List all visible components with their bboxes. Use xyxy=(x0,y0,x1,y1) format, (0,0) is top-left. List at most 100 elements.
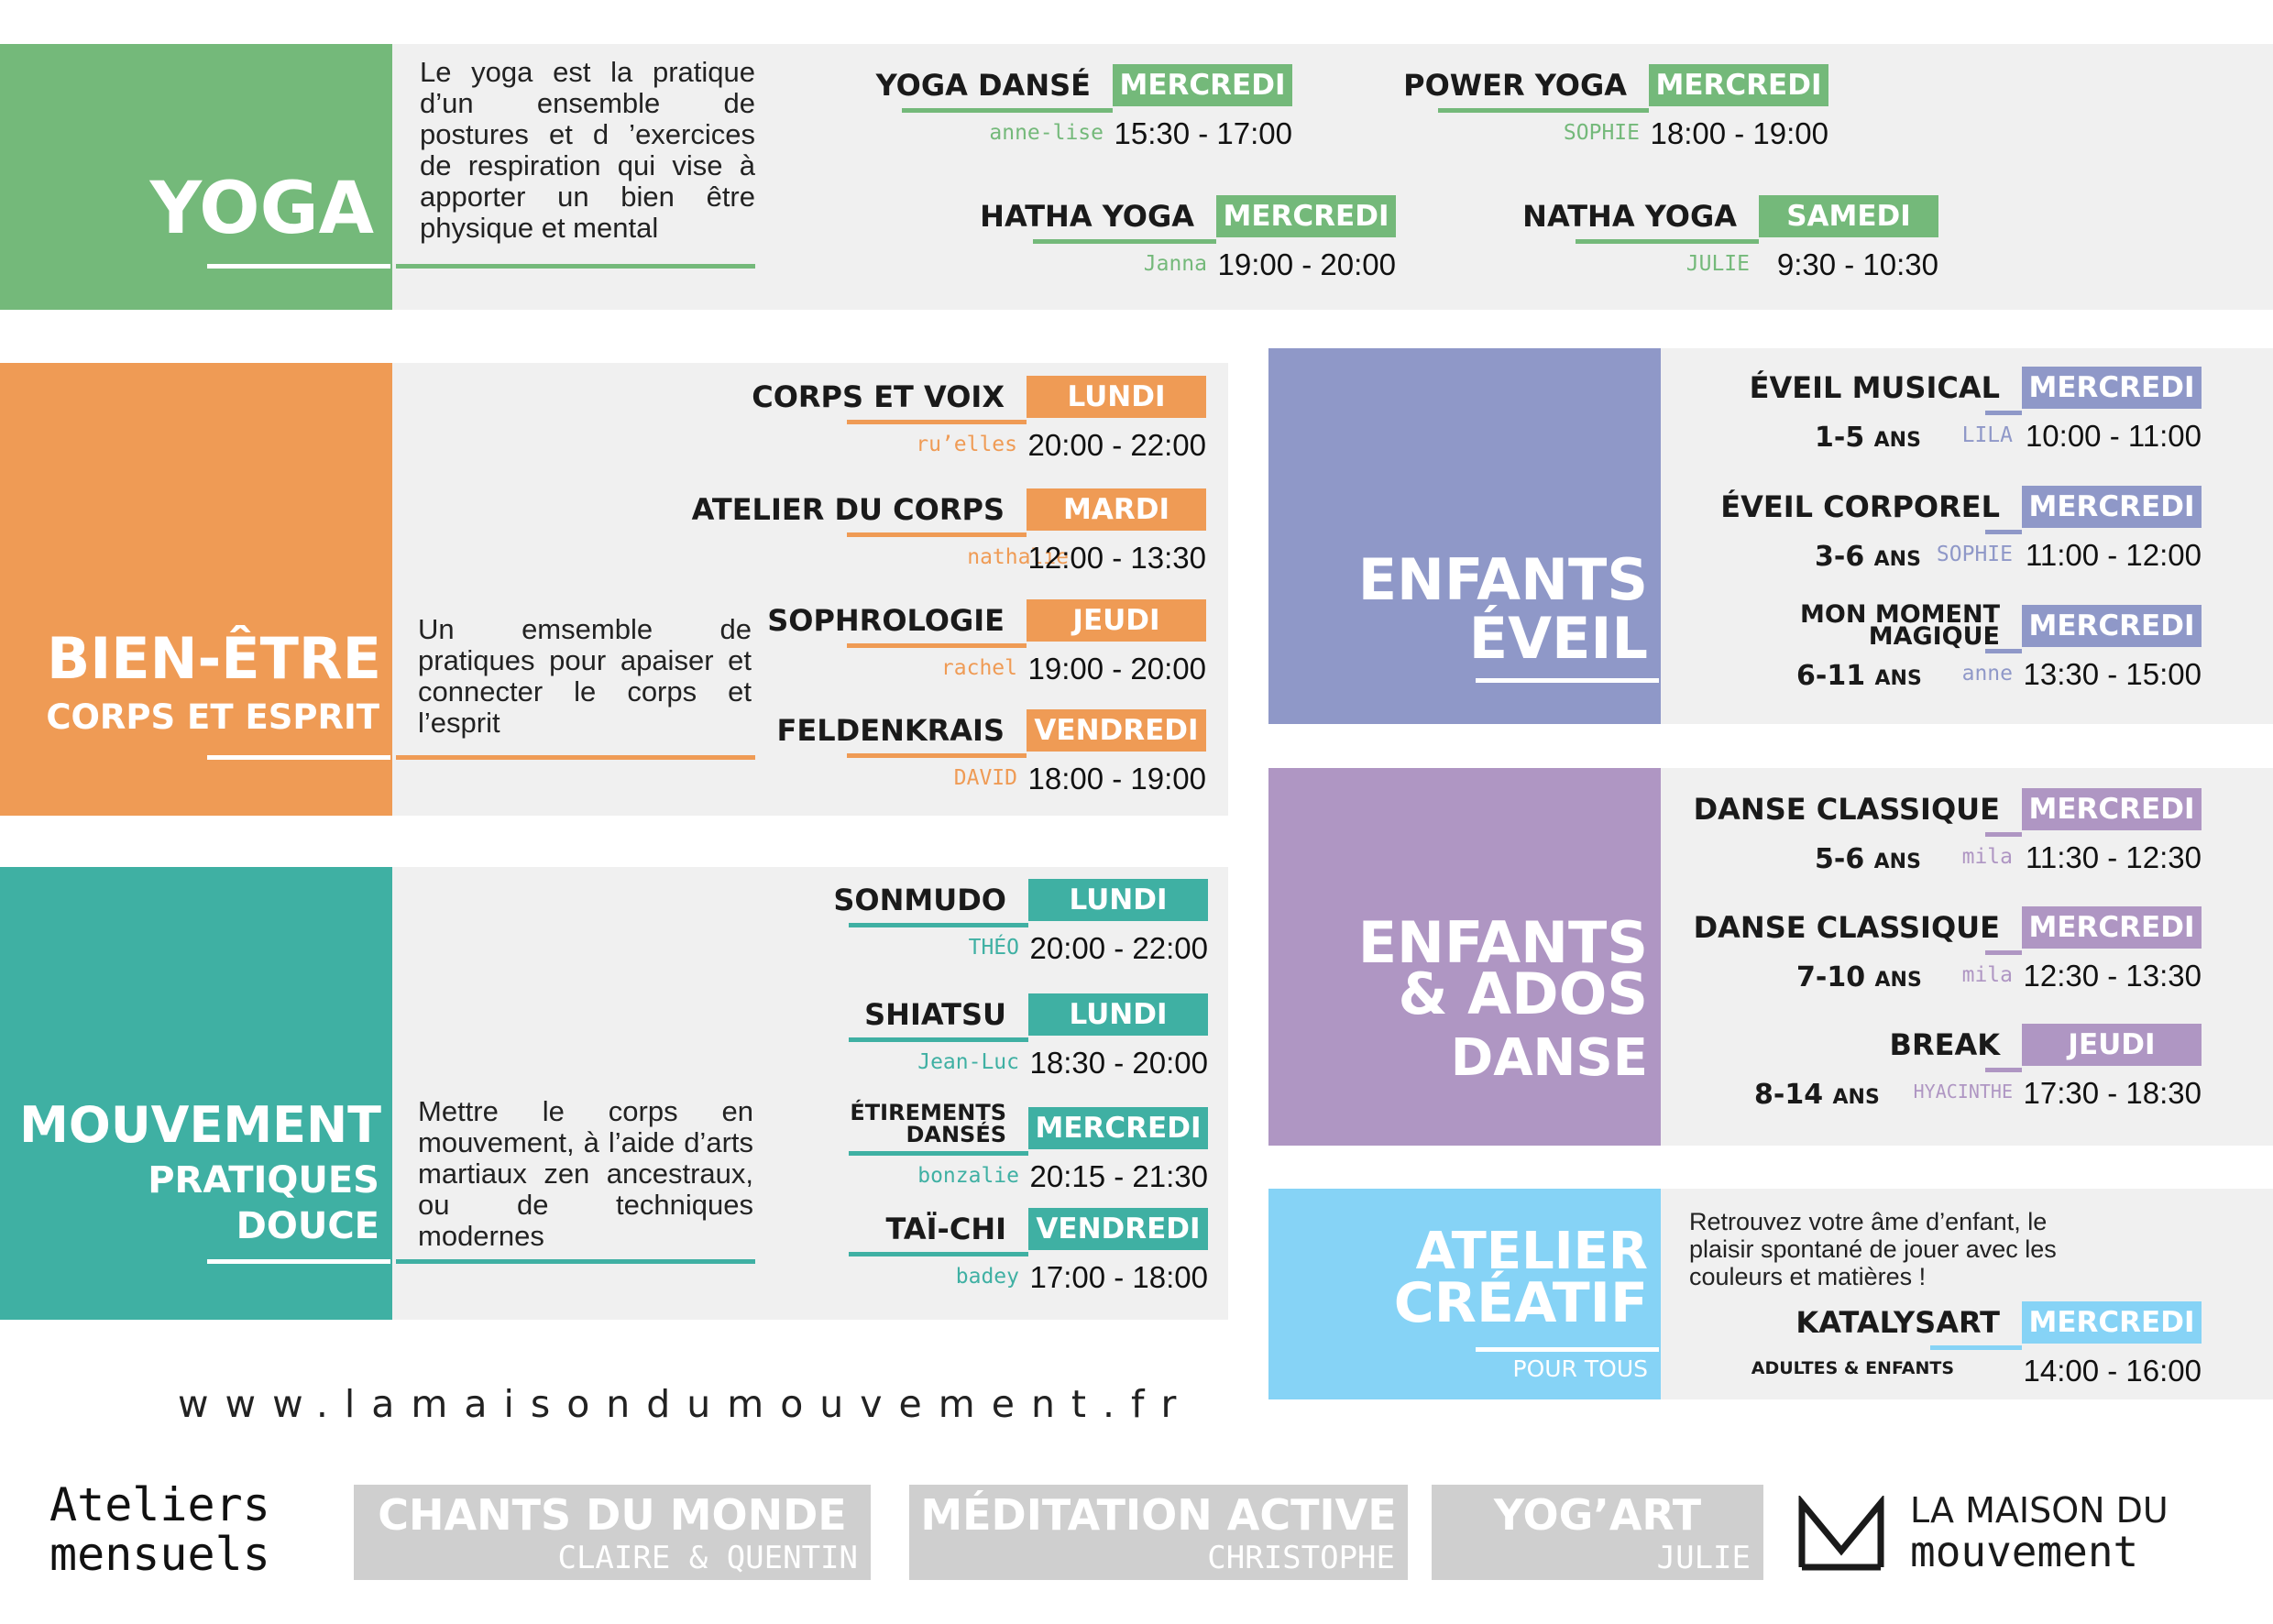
atelier-title: YOG’ART xyxy=(1493,1490,1702,1540)
class-name-line-2: MAGIQUE xyxy=(1868,622,2000,651)
day-badge: VENDREDI xyxy=(1028,1208,1208,1250)
age-value: 6-11 xyxy=(1796,660,1866,692)
class-name: DANSE CLASSIQUE xyxy=(1693,910,2000,945)
class-katalysart[interactable]: KATALYSART MERCREDI ADULTES & ENFANTS 14… xyxy=(1751,1301,2202,1402)
class-etirements-danses[interactable]: ÉTIREMENTS DANSÉS MERCREDI bonzalie 20:1… xyxy=(796,1102,1209,1208)
class-time: 19:00 - 20:00 xyxy=(1027,652,1207,686)
class-tai-chi[interactable]: TAÏ-CHI VENDREDI badey 17:00 - 18:00 xyxy=(796,1208,1208,1309)
class-name: CORPS ET VOIX xyxy=(752,379,1005,414)
class-yoga-danse[interactable]: YOGA DANSÉ MERCREDI anne-lise 15:30 - 17… xyxy=(876,64,1292,165)
age-range: 5-6 ANS xyxy=(1815,843,1921,875)
class-time: 20:15 - 21:30 xyxy=(1029,1159,1209,1193)
atelier-meditation-active[interactable]: MÉDITATION ACTIVE CHRISTOPHE xyxy=(909,1485,1408,1580)
class-shiatsu[interactable]: SHIATSU LUNDI Jean-Luc 18:30 - 20:00 xyxy=(796,993,1208,1094)
day-badge: MERCREDI xyxy=(2022,906,2202,949)
class-time: 12:30 - 13:30 xyxy=(2023,959,2202,993)
mouv-tile: MOUVEMENT PRATIQUES DOUCE xyxy=(0,867,392,1320)
class-sophrologie[interactable]: SOPHROLOGIE JEUDI rachel 19:00 - 20:00 xyxy=(767,599,1207,700)
creatif-description: Retrouvez votre âme d’enfant, le plaisir… xyxy=(1689,1208,2057,1290)
age-unit: ANS xyxy=(1832,1086,1880,1109)
class-name: SOPHROLOGIE xyxy=(767,603,1005,638)
class-underline xyxy=(1576,239,1759,244)
atelier-teacher: CLAIRE & QUENTIN xyxy=(557,1540,858,1576)
logo-m-icon xyxy=(1798,1496,1884,1571)
age-range: 3-6 ANS xyxy=(1815,541,1921,573)
class-name: FELDENKRAIS xyxy=(776,713,1005,748)
atelier-teacher: JULIE xyxy=(1656,1540,1751,1576)
class-time: 13:30 - 15:00 xyxy=(2023,657,2202,691)
mouv-title: MOUVEMENT xyxy=(19,1096,381,1154)
class-underline xyxy=(847,420,1027,424)
class-time: 10:00 - 11:00 xyxy=(2025,419,2202,453)
class-natha-yoga[interactable]: NATHA YOGA SAMEDI JULIE 9:30 - 10:30 xyxy=(1522,195,1938,296)
atelier-title: CHANTS DU MONDE xyxy=(378,1490,847,1540)
class-time: 19:00 - 20:00 xyxy=(1217,247,1397,281)
atelier-yog-art[interactable]: YOG’ART JULIE xyxy=(1432,1485,1763,1580)
class-time: 20:00 - 22:00 xyxy=(1027,428,1207,462)
class-underline xyxy=(847,643,1027,648)
class-underline xyxy=(1930,1345,2022,1350)
age-value: 3-6 xyxy=(1815,541,1865,573)
class-danse-classique-1[interactable]: DANSE CLASSIQUE MERCREDI 5-6 ANS mila 11… xyxy=(1694,788,2202,889)
class-time: 18:30 - 20:00 xyxy=(1029,1046,1209,1080)
class-eveil-corporel[interactable]: ÉVEIL CORPOREL MERCREDI 3-6 ANS SOPHIE 1… xyxy=(1720,486,2202,587)
creatif-title-1: ATELIER xyxy=(1415,1222,1648,1281)
class-underline xyxy=(849,1252,1028,1256)
class-name: KATALYSART xyxy=(1795,1305,2000,1340)
eveil-tile: ENFANTS ÉVEIL xyxy=(1268,348,1661,724)
eveil-title-2: ÉVEIL xyxy=(1468,605,1648,672)
day-badge: MERCREDI xyxy=(1649,64,1828,106)
atelier-title: MÉDITATION ACTIVE xyxy=(920,1490,1397,1540)
age-range: 8-14 ANS xyxy=(1754,1079,1880,1111)
day-badge: MERCREDI xyxy=(1028,1107,1208,1149)
yoga-description: Le yoga est la pratique d’un ensemble de… xyxy=(420,56,755,244)
yoga-title-underline xyxy=(207,264,390,269)
atelier-teacher: CHRISTOPHE xyxy=(1207,1540,1395,1576)
class-break[interactable]: BREAK JEUDI 8-14 ANS HYACINTHE 17:30 - 1… xyxy=(1754,1024,2202,1125)
day-badge: MERCREDI xyxy=(2022,605,2202,647)
class-mon-moment-magique[interactable]: MON MOMENT MAGIQUE MERCREDI 6-11 ANS ann… xyxy=(1787,602,2202,706)
atelier-chants-du-monde[interactable]: CHANTS DU MONDE CLAIRE & QUENTIN xyxy=(354,1485,871,1580)
age-value: 7-10 xyxy=(1796,961,1866,993)
class-underline xyxy=(847,753,1027,758)
bien-title: BIEN-ÊTRE xyxy=(46,625,381,692)
class-power-yoga[interactable]: POWER YOGA MERCREDI SOPHIE 18:00 - 19:00 xyxy=(1403,64,1828,165)
age-value: 5-6 xyxy=(1815,843,1865,875)
class-name-line-2: DANSÉS xyxy=(906,1122,1006,1147)
class-name: BREAK xyxy=(1889,1027,2000,1062)
teacher-name: rachel xyxy=(940,656,1017,680)
age-range: 6-11 ANS xyxy=(1796,660,1922,692)
class-feldenkrais[interactable]: FELDENKRAIS VENDREDI DAVID 18:00 - 19:00 xyxy=(777,709,1206,810)
teacher-name: DAVID xyxy=(953,766,1017,790)
class-name: POWER YOGA xyxy=(1403,68,1627,103)
class-atelier-du-corps[interactable]: ATELIER DU CORPS MARDI nathalie 12:00 - … xyxy=(692,488,1206,589)
class-danse-classique-2[interactable]: DANSE CLASSIQUE MERCREDI 7-10 ANS mila 1… xyxy=(1694,906,2202,1007)
teacher-name: THÉO xyxy=(968,936,1019,960)
class-underline xyxy=(849,1151,1028,1156)
age-value: 8-14 xyxy=(1754,1079,1824,1111)
teacher-name: Jean-Luc xyxy=(917,1050,1019,1074)
yoga-desc-underline xyxy=(396,264,755,269)
mouv-desc-underline xyxy=(396,1259,755,1264)
class-name: NATHA YOGA xyxy=(1522,199,1737,234)
mouv-subtitle-1: PRATIQUES xyxy=(148,1159,379,1202)
day-badge: MARDI xyxy=(1027,488,1206,531)
class-name-line-1: ÉTIREMENTS xyxy=(850,1100,1006,1125)
class-eveil-musical[interactable]: ÉVEIL MUSICAL MERCREDI 1-5 ANS LILA 10:0… xyxy=(1750,367,2202,467)
mensuels-label-1: Ateliers xyxy=(49,1478,270,1531)
class-hatha-yoga[interactable]: HATHA YOGA MERCREDI Janna 19:00 - 20:00 xyxy=(980,195,1397,296)
class-name: TAÏ-CHI xyxy=(885,1212,1006,1246)
class-underline xyxy=(847,532,1027,537)
day-badge: JEUDI xyxy=(1027,599,1206,642)
mensuels-label-2: mensuels xyxy=(49,1528,270,1581)
age-range: 1-5 ANS xyxy=(1815,422,1921,454)
teacher-name: SOPHIE xyxy=(1563,121,1640,145)
class-corps-et-voix[interactable]: CORPS ET VOIX LUNDI ru’elles 20:00 - 22:… xyxy=(752,376,1207,477)
class-sonmudo[interactable]: SONMUDO LUNDI THÉO 20:00 - 22:00 xyxy=(796,879,1208,980)
class-time: 20:00 - 22:00 xyxy=(1029,931,1209,965)
class-time: 11:00 - 12:00 xyxy=(2025,538,2202,572)
creatif-subtitle: POUR TOUS xyxy=(1512,1355,1649,1382)
teacher-name: HYACINTHE xyxy=(1913,1081,2013,1103)
website-link[interactable]: www.lamaisondumouvement.fr xyxy=(178,1382,1193,1426)
class-time: 17:30 - 18:30 xyxy=(2023,1076,2202,1110)
